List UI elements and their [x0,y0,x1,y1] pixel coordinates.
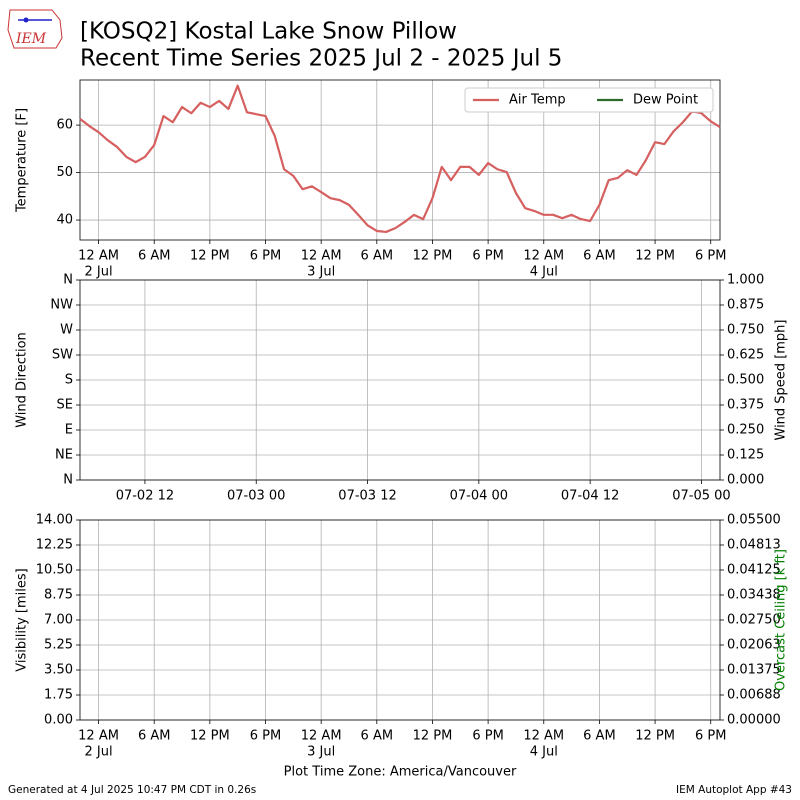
y-tick-label: 14.00 [36,513,73,528]
y2-tick-label: 0.04125 [727,563,781,578]
title: [KOSQ2] Kostal Lake Snow Pillow [80,19,457,45]
y-tick-label: 8.75 [44,588,73,603]
y2-tick-label: 0.00000 [727,713,781,728]
x-tick-label: 07-02 12 [116,489,174,504]
y-tick-label: 40 [56,213,73,228]
x-tick-label: 12 PM [190,249,230,264]
y-tick-label: 3.50 [44,663,73,678]
logo: IEM [7,9,63,49]
y-tick-label: E [65,423,73,438]
y2-tick-label: 0.375 [727,398,764,413]
x-tick-label: 6 PM [250,729,281,744]
y2-tick-label: 0.625 [727,348,764,363]
x-tick-label: 6 PM [695,249,726,264]
legend-label: Dew Point [633,93,698,108]
x-tick-label: 12 PM [190,729,230,744]
x-tick-label: 6 PM [472,249,503,264]
y-tick-label: SW [52,348,73,363]
y-tick-label: 60 [56,118,73,133]
x-tick-date: 4 Jul [530,265,558,280]
x-tick-label: 07-03 12 [338,489,396,504]
y-axis-label: Visibility [miles] [15,568,30,671]
y-tick-label: 10.50 [36,563,73,578]
y-tick-label: 12.25 [36,538,73,553]
y-tick-label: 7.00 [44,613,73,628]
x-tick-label: 12 PM [413,249,453,264]
subtitle: Recent Time Series 2025 Jul 2 - 2025 Jul… [80,46,562,72]
y-axis-label: Wind Direction [15,332,30,428]
y2-tick-label: 0.875 [727,298,764,313]
x-tick-label: 6 PM [695,729,726,744]
y-tick-label: 50 [56,165,73,180]
x-tick-date: 3 Jul [307,745,335,760]
x-tick-label: 12 AM [523,729,564,744]
x-tick-date: 4 Jul [530,745,558,760]
y-tick-label: 5.25 [44,638,73,653]
x-tick-label: 6 AM [138,249,171,264]
y2-axis-label: Overcast Ceiling [k ft] [774,549,789,691]
footer-left: Generated at 4 Jul 2025 10:47 PM CDT in … [8,784,256,796]
x-tick-label: 12 PM [413,729,453,744]
y2-tick-label: 0.05500 [727,513,781,528]
y-tick-label: S [65,373,73,388]
x-tick-label: 12 AM [301,729,342,744]
legend-box [464,87,714,113]
y2-tick-label: 0.00688 [727,688,781,703]
x-tick-label: 07-04 00 [450,489,508,504]
x-tick-label: 6 PM [472,729,503,744]
y-tick-label: 0.00 [44,713,73,728]
y-axis-label: Temperature [F] [15,108,30,213]
x-tick-date: 3 Jul [307,265,335,280]
logo-dot [23,17,29,23]
logo-text: IEM [15,31,47,47]
x-tick-label: 07-04 12 [561,489,619,504]
y2-axis-label: Wind Speed [mph] [774,320,789,441]
y2-tick-label: 0.04813 [727,538,781,553]
y2-tick-label: 0.02750 [727,613,781,628]
y-tick-label: NW [50,298,73,313]
y2-tick-label: 0.250 [727,423,764,438]
x-tick-date: 2 Jul [85,265,113,280]
x-tick-label: 6 AM [138,729,171,744]
x-tick-label: 12 AM [523,249,564,264]
x-tick-label: 12 AM [301,249,342,264]
x-tick-label: 6 AM [583,249,616,264]
x-tick-label: 6 PM [250,249,281,264]
y2-tick-label: 0.750 [727,323,764,338]
x-tick-label: 6 AM [361,729,394,744]
x-axis-label: Plot Time Zone: America/Vancouver [284,765,517,780]
y2-tick-label: 0.500 [727,373,764,388]
y-tick-label: SE [57,398,73,413]
footer-right: IEM Autoplot App #43 [676,784,792,796]
y2-tick-label: 0.125 [727,448,764,463]
plot-frame [79,519,721,721]
x-tick-label: 12 PM [635,729,675,744]
y2-tick-label: 0.01375 [727,663,781,678]
y-tick-label: 1.75 [44,688,73,703]
y-tick-label: N [63,473,73,488]
y-tick-label: NE [55,448,73,463]
x-tick-label: 12 AM [78,249,119,264]
plot-frame [79,79,721,241]
y-tick-label: W [60,323,73,338]
plot-frame [79,279,721,481]
y2-tick-label: 1.000 [727,273,764,288]
y2-tick-label: 0.000 [727,473,764,488]
y2-tick-label: 0.02063 [727,638,781,653]
y-tick-label: N [63,273,73,288]
x-tick-date: 2 Jul [85,745,113,760]
x-tick-label: 12 PM [635,249,675,264]
x-tick-label: 12 AM [78,729,119,744]
x-tick-label: 07-03 00 [227,489,285,504]
line-series [79,84,721,234]
legend-label: Air Temp [509,93,566,108]
x-tick-label: 6 AM [361,249,394,264]
y2-tick-label: 0.03438 [727,588,781,603]
x-tick-label: 07-05 00 [672,489,730,504]
x-tick-label: 6 AM [583,729,616,744]
